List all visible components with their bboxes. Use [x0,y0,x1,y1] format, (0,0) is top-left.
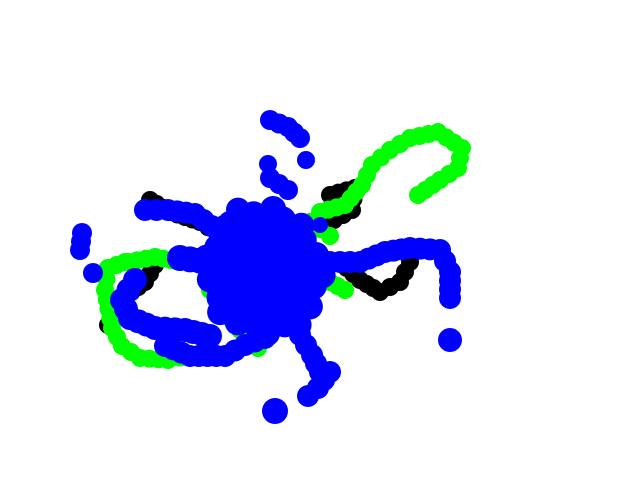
blue-particle [439,287,461,309]
blue-particle [278,180,298,200]
blue-particle [231,228,256,253]
blue-particle [193,244,220,271]
blue-particle [262,398,288,424]
blue-particle [226,197,251,222]
blue-particle [297,151,315,169]
blue-particle [285,311,312,338]
green-particle [336,281,354,299]
blue-particle [290,128,310,148]
blue-particle [303,241,330,268]
blue-particle [198,324,222,348]
blue-particle [207,299,234,326]
blue-particle [254,320,281,347]
blue-trail-layer [70,110,462,424]
blue-particle [297,385,319,407]
blue-particle [288,212,315,239]
blue-particle [70,240,90,260]
blue-particle [312,217,328,233]
blue-particle [83,263,103,283]
green-particle [321,227,339,245]
blue-particle [210,220,235,245]
green-particle [409,186,427,204]
blue-particle [263,219,288,244]
blue-particle [438,328,462,352]
blue-particle [309,262,336,289]
blue-particle [196,266,223,293]
